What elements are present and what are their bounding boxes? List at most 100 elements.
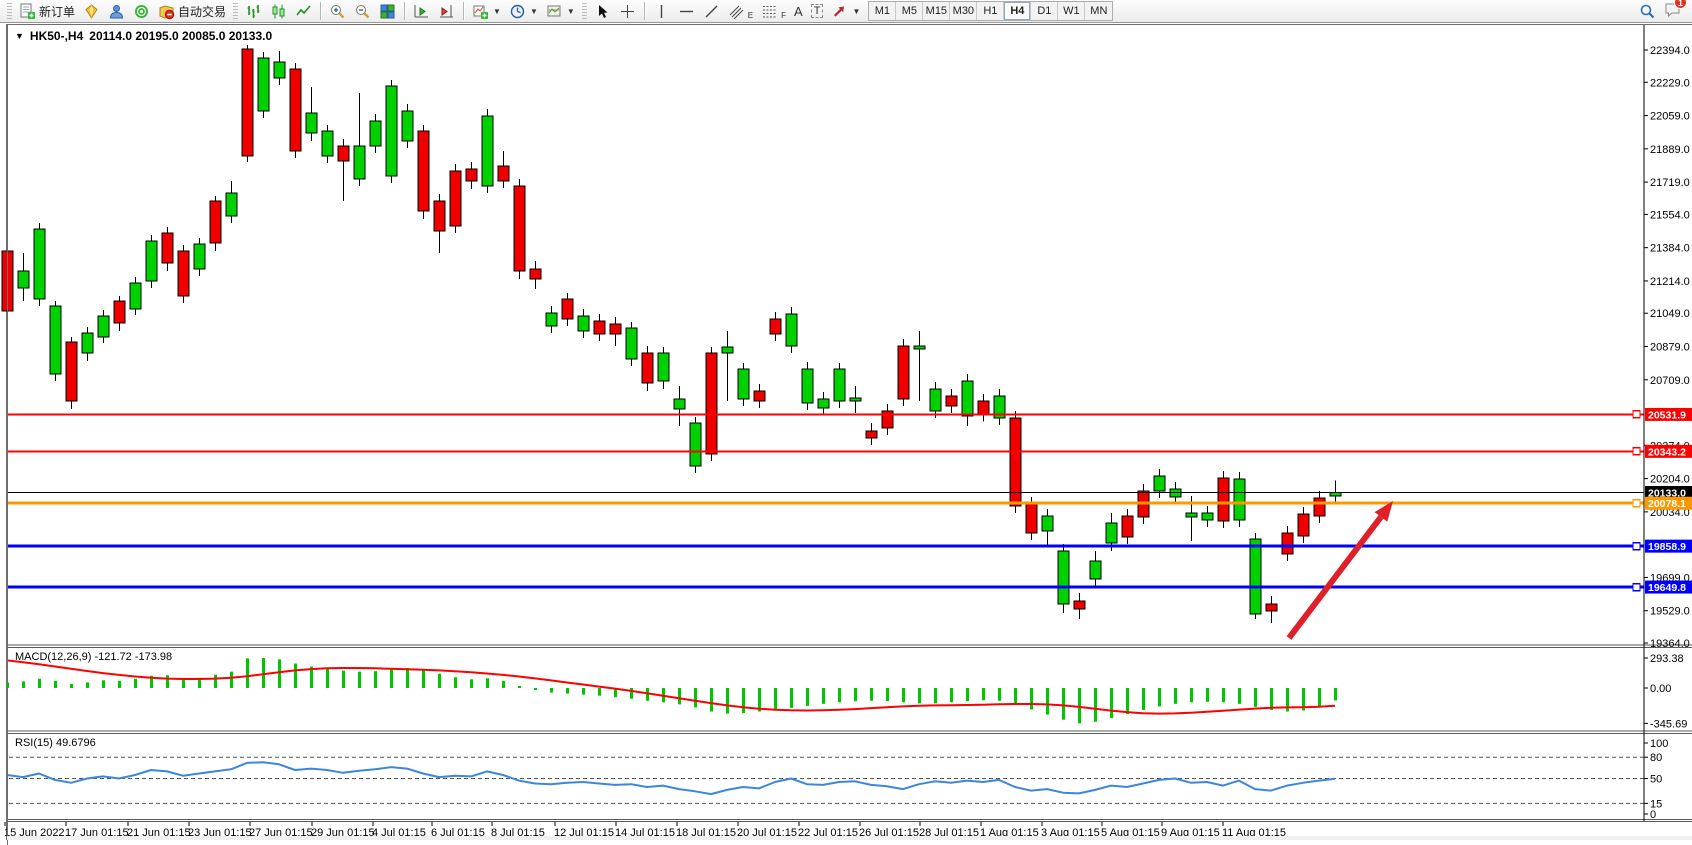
zoom-in-button[interactable]: [325, 1, 350, 21]
timeframe-h4-active[interactable]: H4: [1004, 2, 1032, 20]
toolbar-grip[interactable]: [581, 3, 587, 19]
candle-up: [1201, 512, 1214, 521]
candle-up: [929, 388, 942, 412]
signals-button[interactable]: [129, 1, 154, 21]
macd-tick-label: -345.69: [1650, 718, 1687, 730]
line-chart-button[interactable]: [291, 1, 316, 21]
candle-up: [849, 397, 862, 402]
candle-down: [1265, 603, 1278, 612]
toolbar-separator: [643, 2, 645, 20]
macd-tick-label: 0.00: [1650, 683, 1671, 695]
vertical-line-icon: [660, 4, 662, 18]
crosshair-tool-button[interactable]: [615, 1, 640, 21]
candle-down: [609, 323, 622, 335]
toolbar-grip[interactable]: [7, 3, 12, 19]
candlesticks: [1, 45, 1342, 623]
profile-button[interactable]: [104, 1, 129, 21]
text-tool-button[interactable]: A: [790, 1, 807, 21]
channel-tool-button[interactable]: E: [724, 1, 757, 21]
notifications-button[interactable]: 1: [1664, 0, 1687, 21]
toolbar-grip[interactable]: [233, 3, 239, 19]
candle-up: [785, 313, 798, 347]
price-tick-label: 21719.0: [1650, 177, 1690, 189]
chart-shift-icon: [440, 4, 454, 17]
candle-down: [881, 410, 894, 429]
candle-up: [129, 282, 142, 310]
search-icon[interactable]: [1639, 3, 1656, 20]
bar-chart-icon: [247, 4, 260, 18]
dropdown-arrow-icon: ▼: [852, 6, 861, 16]
collapse-triangle-icon[interactable]: ▼: [15, 31, 24, 41]
line-handle[interactable]: [1632, 582, 1641, 592]
rsi-tick-label: 0: [1650, 809, 1656, 821]
price-tick-label: 21214.0: [1650, 276, 1690, 288]
candlestick-chart-button[interactable]: [266, 1, 291, 21]
chart-window[interactable]: ▼ HK50-,H4 20114.0 20195.0 20085.0 20133…: [1, 24, 1692, 845]
candle-down: [433, 200, 446, 232]
styler-button[interactable]: [79, 1, 104, 21]
tile-windows-button[interactable]: [375, 1, 400, 21]
timeframe-d1[interactable]: D1: [1031, 2, 1059, 20]
candle-down: [513, 185, 526, 272]
candle-down: [209, 200, 222, 244]
price-tick-label: 20709.0: [1650, 375, 1690, 387]
line-handle[interactable]: [1632, 541, 1641, 551]
vline-tool-button[interactable]: [649, 1, 674, 21]
price-badge-label: 20133.0: [1648, 488, 1686, 500]
candle-down: [113, 300, 126, 324]
candle-up: [993, 395, 1006, 419]
label-tool-button[interactable]: T: [807, 1, 828, 21]
candle-up: [1153, 475, 1166, 492]
chart-shift-button[interactable]: [434, 1, 459, 21]
auto-trading-button[interactable]: 自动交易: [154, 1, 230, 21]
line-handle[interactable]: [1632, 410, 1641, 419]
arrows-tool-button[interactable]: ▼: [827, 1, 864, 21]
equidistant-channel-icon: [729, 5, 744, 19]
timeframe-mn[interactable]: MN: [1090, 5, 1108, 17]
candle-up: [1105, 522, 1118, 544]
templates-button[interactable]: ▼: [542, 1, 579, 21]
timeframe-h1[interactable]: H1: [977, 2, 1005, 20]
timeframe-m1[interactable]: M1: [869, 2, 897, 20]
timeframe-m5[interactable]: M5: [896, 2, 924, 20]
auto-scroll-button[interactable]: [409, 1, 434, 21]
candle-down: [529, 268, 542, 280]
dropdown-arrow-icon: ▼: [566, 6, 575, 16]
trendline-icon: [705, 5, 718, 17]
candle-down: [1009, 417, 1022, 507]
label-tool-icon: T: [810, 4, 824, 18]
candle-down: [977, 400, 990, 415]
zoom-out-button[interactable]: [350, 1, 375, 21]
new-order-button[interactable]: 新订单: [15, 1, 79, 21]
cursor-tool-button[interactable]: [590, 1, 615, 21]
timeframe-m30[interactable]: M30: [950, 2, 978, 20]
candle-down: [417, 130, 430, 212]
candle-up: [1233, 478, 1246, 521]
price-badge-label: 20078.1: [1648, 498, 1686, 510]
new-order-icon: [20, 3, 35, 19]
candle-down: [449, 170, 462, 227]
fibonacci-tool-button[interactable]: F: [757, 1, 790, 21]
indicators-button[interactable]: ▼: [468, 1, 505, 21]
hline-tool-button[interactable]: [674, 1, 699, 21]
timeframe-w1[interactable]: W1: [1058, 2, 1086, 20]
chart-symbol-label: HK50-,H4: [29, 29, 84, 43]
candle-up: [817, 398, 830, 409]
fibonacci-icon: [763, 5, 777, 17]
line-handle[interactable]: [1632, 447, 1641, 456]
candle-up: [1041, 515, 1054, 532]
candle-up: [737, 368, 750, 400]
line-handle[interactable]: [1632, 499, 1641, 508]
rsi-tick-label: 15: [1650, 798, 1662, 810]
candle-up: [961, 380, 974, 417]
periods-button[interactable]: ▼: [505, 1, 542, 21]
price-tick-label: 22059.0: [1650, 111, 1690, 123]
timeframe-m15[interactable]: M15: [923, 2, 951, 20]
trend-arrow[interactable]: [1286, 501, 1393, 640]
trendline-tool-button[interactable]: [699, 1, 724, 21]
bar-chart-button[interactable]: [241, 1, 266, 21]
candle-up: [577, 315, 590, 332]
